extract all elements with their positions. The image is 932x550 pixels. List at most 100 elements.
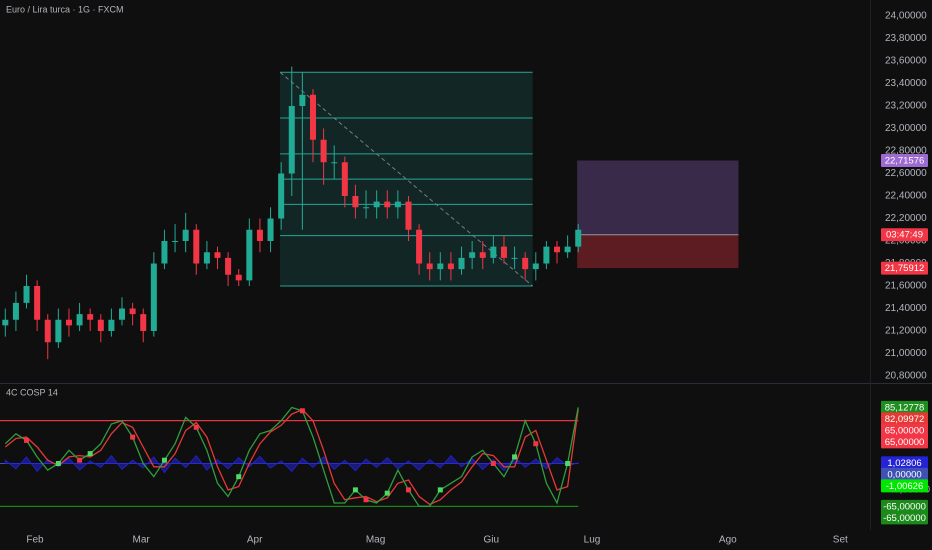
candle-body (575, 229, 582, 247)
cross-dot (87, 451, 93, 457)
candle-body (203, 252, 210, 264)
candle-body (161, 241, 168, 264)
cross-dot (193, 424, 199, 430)
chart-title: Euro / Lira turca · 1G · FXCM (6, 4, 124, 14)
candle-body (469, 252, 476, 258)
candle-body (416, 229, 423, 264)
cross-dot (236, 474, 242, 480)
stop-zone (577, 234, 739, 269)
candle-body (405, 201, 412, 230)
cross-dot (352, 487, 358, 493)
countdown-tag-bg (881, 228, 928, 242)
candle-body (394, 201, 401, 208)
y-tick-label: 22,60000 (885, 168, 927, 179)
candle-body (352, 196, 359, 208)
osc-tag: -1,00626 (886, 481, 924, 492)
candle-body (288, 106, 295, 174)
candle-body (140, 314, 147, 331)
y-tick-label: 21,60000 (885, 281, 927, 292)
osc-tag: 82,09972 (885, 414, 925, 425)
osc-tag-bg (881, 412, 928, 426)
y-tick-label: 21,40000 (885, 303, 927, 314)
candle-body (108, 319, 115, 331)
osc-tag: -65,00000 (883, 513, 926, 524)
candle-body (193, 229, 200, 264)
candle-body (564, 246, 571, 253)
cross-dot (533, 441, 539, 447)
cross-dot (405, 487, 411, 493)
osc-tag: 1,02806 (887, 458, 921, 469)
candle-body (278, 173, 285, 219)
y-tick-label: 22,20000 (885, 213, 927, 224)
cross-dot (565, 461, 571, 466)
y-tick-label: 23,40000 (885, 78, 927, 89)
x-tick-label: Giu (483, 535, 499, 546)
osc-tag: 65,00000 (885, 437, 925, 448)
stop-tag-bg (881, 261, 928, 275)
y-tick-label: 21,00000 (885, 348, 927, 359)
osc-tag-bg (881, 467, 928, 481)
candle-body (23, 286, 30, 303)
osc-tag-bg (881, 435, 928, 449)
cross-dot (161, 457, 167, 463)
candle-body (532, 263, 539, 270)
cross-dot (363, 497, 369, 503)
cross-dot (512, 454, 518, 460)
y-tick-label: 23,80000 (885, 33, 927, 44)
osc-tag-bg (881, 456, 928, 470)
candle-body (426, 263, 433, 270)
y-tick-label: 24,00000 (885, 11, 927, 22)
candle-body (511, 257, 518, 259)
candle-body (309, 94, 316, 140)
x-tick-label: Mar (132, 535, 150, 546)
candle-body (119, 308, 126, 320)
y-tick-label: 23,00000 (885, 123, 927, 134)
candle-body (235, 274, 242, 281)
osc-line (4, 406, 579, 507)
osc-tag: 65,00000 (885, 425, 925, 436)
candle-body (246, 229, 253, 281)
cross-dot (77, 457, 83, 463)
candle-body (384, 201, 391, 208)
osc-tag-bg (881, 400, 928, 414)
cross-dot (130, 434, 136, 440)
candle-body (182, 229, 189, 241)
candle-body (490, 246, 497, 258)
cross-dot (437, 487, 443, 493)
y-tick-label: 23,20000 (885, 101, 927, 112)
cross-dot (55, 461, 61, 466)
osc-tag: -65,00000 (883, 501, 926, 512)
candle-body (331, 162, 338, 164)
candle-body (225, 257, 232, 275)
cross-dot (299, 408, 305, 414)
candle-body (267, 218, 274, 241)
candle-body (447, 263, 454, 270)
candle-body (172, 241, 179, 242)
candle-body (522, 257, 529, 270)
x-tick-label: Apr (247, 535, 263, 546)
candle-body (299, 94, 306, 106)
candle-body (341, 162, 348, 196)
y-tick-label: 21,20000 (885, 326, 927, 337)
candle-body (458, 257, 465, 270)
y-tick-label: 22,80000 (885, 146, 927, 157)
candle-body (34, 286, 41, 320)
candle-body (479, 252, 486, 258)
candle-body (500, 246, 507, 258)
candle-body (543, 246, 550, 264)
x-tick-label: Set (833, 535, 848, 546)
candle-body (65, 319, 72, 326)
candle-body (44, 319, 51, 343)
candle-body (320, 139, 327, 163)
candle-body (12, 302, 19, 320)
candle-body (150, 263, 157, 331)
candle-body (214, 252, 221, 258)
target-zone (577, 160, 739, 235)
candle-body (76, 314, 83, 326)
candle-body (129, 308, 136, 315)
cross-dot (384, 490, 390, 496)
osc-line (4, 408, 579, 506)
y-tick-label: 20,80000 (885, 371, 927, 382)
x-tick-label: Lug (584, 535, 601, 546)
